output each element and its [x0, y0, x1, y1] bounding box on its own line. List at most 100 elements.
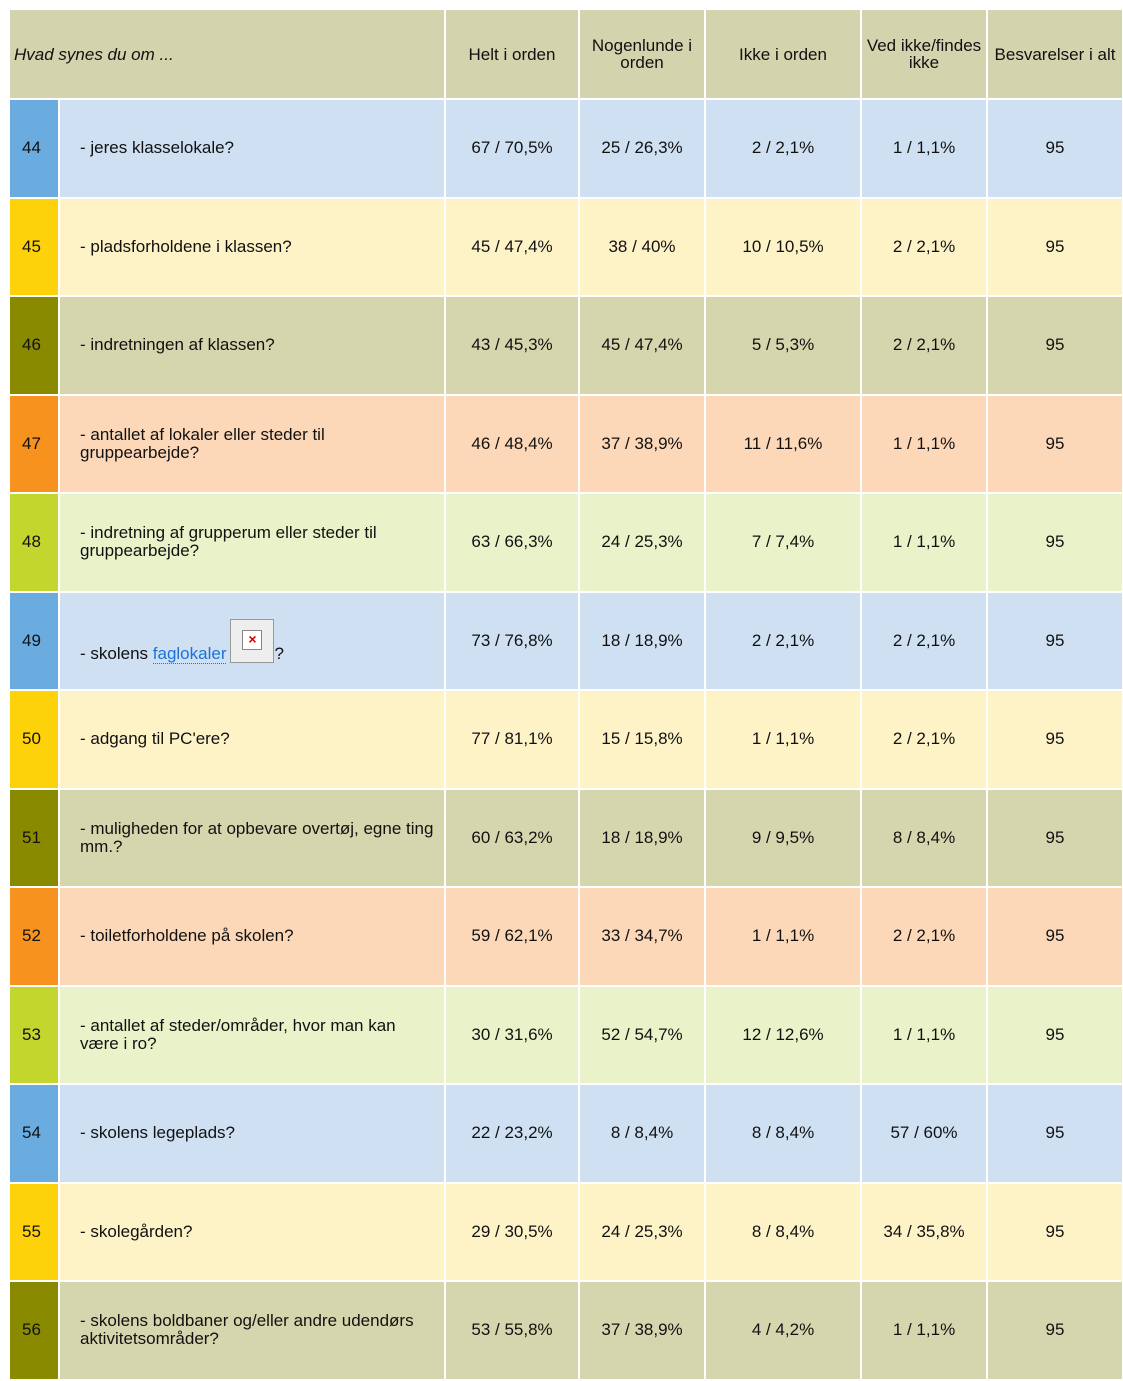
question-text: - skolens [80, 643, 149, 663]
answer-cell: 11 / 11,6% [706, 395, 860, 492]
answer-cell: 7 / 7,4% [706, 494, 860, 591]
row: 45 - pladsforholdene i klassen? 45 / 47,4%… [10, 198, 1122, 295]
answer-cell: 59 / 62,1% [446, 888, 578, 985]
question-text: - indretningen af klassen? [80, 335, 275, 355]
answer-cell: 2 / 2,1% [862, 592, 986, 689]
question-text: - antallet af lokaler eller steder til g… [80, 424, 325, 462]
row-number: 52 [10, 888, 58, 985]
answer-cell: 2 / 2,1% [862, 888, 986, 985]
question-text: - skolegården? [80, 1221, 193, 1241]
question-text: - skolens legeplads? [80, 1123, 235, 1143]
total-cell: 95 [988, 1282, 1122, 1379]
answer-cell: 29 / 30,5% [446, 1183, 578, 1280]
answer-cell: 4 / 4,2% [706, 1282, 860, 1379]
header-cell: Besvarelser i alt [988, 10, 1122, 98]
total-cell: 95 [988, 395, 1122, 492]
question: - adgang til PC'ere? [60, 691, 444, 788]
question-text: - muligheden for at opbevare overtøj, eg… [80, 818, 434, 856]
answer-cell: 45 / 47,4% [446, 198, 578, 295]
total-cell: 95 [988, 789, 1122, 886]
row-number: 50 [10, 691, 58, 788]
row-number: 46 [10, 297, 58, 394]
row: 46 - indretningen af klassen? 43 / 45,3% 45… [10, 297, 1122, 394]
answer-cell: 12 / 12,6% [706, 986, 860, 1083]
answer-cell: 9 / 9,5% [706, 789, 860, 886]
question: - toiletforholdene på skolen? [60, 888, 444, 985]
answer-cell: 67 / 70,5% [446, 100, 578, 197]
row-number: 54 [10, 1085, 58, 1182]
table-body: 44 - jeres klasselokale? 67 / 70,5% 25 / 26… [10, 100, 1122, 1379]
answer-cell: 5 / 5,3% [706, 297, 860, 394]
answer-cell: 53 / 55,8% [446, 1282, 578, 1379]
header-question: Hvad synes du om ... [10, 10, 444, 98]
row: 52 - toiletforholdene på skolen? 59 / 62,1… [10, 888, 1122, 985]
answer-cell: 60 / 63,2% [446, 789, 578, 886]
total-cell: 95 [988, 592, 1122, 689]
answer-cell: 73 / 76,8% [446, 592, 578, 689]
total-cell: 95 [988, 888, 1122, 985]
total-cell: 95 [988, 691, 1122, 788]
question-text: - antallet af steder/områder, hvor man k… [80, 1015, 396, 1053]
total-cell: 95 [988, 986, 1122, 1083]
answer-cell: 45 / 47,4% [580, 297, 704, 394]
answer-cell: 2 / 2,1% [862, 198, 986, 295]
question-text: - indretning af grupperum eller steder t… [80, 523, 377, 561]
row: 54 - skolens legeplads? 22 / 23,2% 8 / 8,4%… [10, 1085, 1122, 1182]
survey-table: Hvad synes du om ... Helt i orden Nogenlu… [8, 8, 1123, 1381]
answer-cell: 8 / 8,4% [706, 1183, 860, 1280]
answer-cell: 1 / 1,1% [862, 395, 986, 492]
answer-cell: 24 / 25,3% [580, 1183, 704, 1280]
question: - indretning af grupperum eller steder t… [60, 494, 444, 591]
row: 51 - muligheden for at opbevare overtøj, … [10, 789, 1122, 886]
row: 55 - skolegården? 29 / 30,5% 24 / 25,3% 8 / … [10, 1183, 1122, 1280]
answer-cell: 8 / 8,4% [706, 1085, 860, 1182]
question-end: ? [274, 643, 284, 663]
answer-cell: 15 / 15,8% [580, 691, 704, 788]
broken-image-mark: × [242, 629, 263, 650]
question-text: - jeres klasselokale? [80, 138, 235, 158]
row-number: 49 [10, 592, 58, 689]
answer-cell: 18 / 18,9% [580, 789, 704, 886]
answer-cell: 2 / 2,1% [862, 297, 986, 394]
total-cell: 95 [988, 1085, 1122, 1182]
row-number: 48 [10, 494, 58, 591]
answer-cell: 34 / 35,8% [862, 1183, 986, 1280]
header-cell: Helt i orden [446, 10, 578, 98]
row-number: 44 [10, 100, 58, 197]
answer-cell: 1 / 1,1% [862, 100, 986, 197]
question-text: - adgang til PC'ere? [80, 729, 230, 749]
answer-cell: 37 / 38,9% [580, 395, 704, 492]
row-number: 47 [10, 395, 58, 492]
question: - skolegården? [60, 1183, 444, 1280]
row: 50 - adgang til PC'ere? 77 / 81,1% 15 / 15,… [10, 691, 1122, 788]
answer-cell: 37 / 38,9% [580, 1282, 704, 1379]
answer-cell: 22 / 23,2% [446, 1085, 578, 1182]
row-number: 55 [10, 1183, 58, 1280]
question: - skolens legeplads? [60, 1085, 444, 1182]
question-text: - toiletforholdene på skolen? [80, 926, 294, 946]
answer-cell: 2 / 2,1% [706, 100, 860, 197]
row: 47 - antallet af lokaler eller steder til… [10, 395, 1122, 492]
answer-cell: 57 / 60% [862, 1085, 986, 1182]
question: - antallet af steder/områder, hvor man k… [60, 986, 444, 1083]
header-row: Hvad synes du om ... Helt i orden Nogenlu… [10, 10, 1122, 98]
broken-image-icon: × [230, 618, 275, 663]
answer-cell: 46 / 48,4% [446, 395, 578, 492]
row-number: 56 [10, 1282, 58, 1379]
answer-cell: 43 / 45,3% [446, 297, 578, 394]
link[interactable]: faglokaler [152, 643, 227, 664]
answer-cell: 52 / 54,7% [580, 986, 704, 1083]
total-cell: 95 [988, 1183, 1122, 1280]
answer-cell: 33 / 34,7% [580, 888, 704, 985]
question: - muligheden for at opbevare overtøj, eg… [60, 789, 444, 886]
total-cell: 95 [988, 297, 1122, 394]
question: - indretningen af klassen? [60, 297, 444, 394]
header-cell: Ikke i orden [706, 10, 860, 98]
header: Hvad synes du om ... Helt i orden Nogenlu… [10, 10, 1122, 98]
row: 49 - skolens faglokaler ×? 73 / 76,8% 18 / 1… [10, 592, 1122, 689]
question: - jeres klasselokale? [60, 100, 444, 197]
answer-cell: 38 / 40% [580, 198, 704, 295]
row: 53 - antallet af steder/områder, hvor man… [10, 986, 1122, 1083]
row-number: 51 [10, 789, 58, 886]
